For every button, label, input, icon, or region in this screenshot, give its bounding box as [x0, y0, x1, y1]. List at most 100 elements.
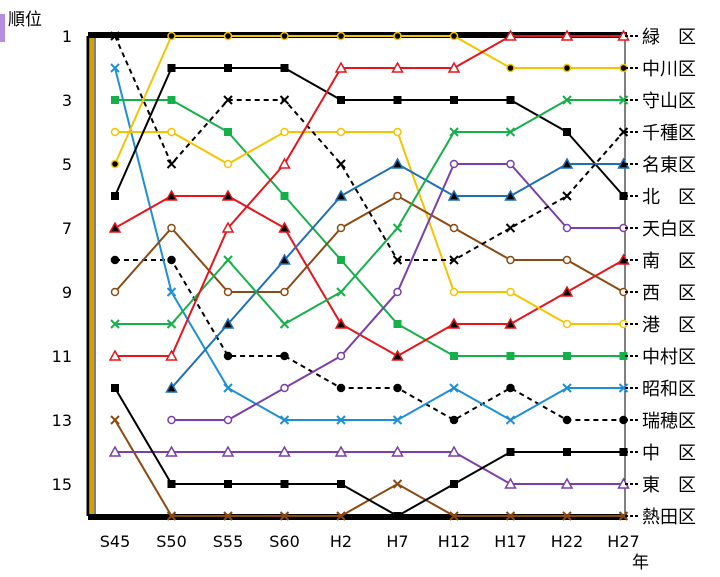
- data-point: [618, 383, 629, 393]
- data-point: [449, 255, 459, 265]
- data-point: [334, 61, 348, 73]
- data-point: [336, 223, 346, 233]
- ward-label: 千種区: [642, 123, 696, 144]
- data-point: [393, 287, 402, 297]
- data-point: [560, 29, 574, 41]
- data-point: [562, 95, 572, 105]
- data-point: [562, 415, 572, 425]
- data-point: [167, 223, 176, 233]
- data-point: [280, 480, 289, 488]
- data-point: [223, 383, 233, 393]
- y-axis-title: 順位: [8, 10, 42, 30]
- data-point: [278, 221, 291, 233]
- data-point: [108, 221, 122, 233]
- x-tick-label: H2: [330, 532, 352, 551]
- x-tick-label: H17: [494, 532, 526, 551]
- data-point: [393, 512, 402, 520]
- data-point: [450, 352, 458, 360]
- data-point: [166, 511, 177, 521]
- x-tick-label: H12: [438, 532, 470, 551]
- data-point: [336, 159, 346, 169]
- data-point: [221, 221, 235, 233]
- data-point: [449, 415, 459, 425]
- y-tick-label: 15: [52, 475, 72, 494]
- ward-label: 天白区: [642, 219, 696, 240]
- data-point: [279, 415, 290, 425]
- data-point: [562, 223, 572, 233]
- data-point: [110, 31, 120, 41]
- series-line: [114, 387, 624, 517]
- data-point: [278, 253, 291, 265]
- data-point: [447, 445, 461, 457]
- accent-bar: [0, 14, 5, 42]
- data-point: [334, 189, 348, 201]
- series-line: [114, 419, 624, 517]
- data-point: [336, 383, 346, 393]
- data-point: [505, 415, 516, 425]
- data-point: [223, 415, 233, 425]
- data-point: [563, 352, 571, 360]
- data-point: [562, 63, 572, 73]
- data-point: [562, 255, 572, 265]
- data-point: [167, 415, 176, 425]
- data-point: [166, 159, 177, 169]
- x-tick-label: S50: [156, 532, 187, 551]
- data-point: [166, 287, 177, 297]
- data-point: [278, 445, 291, 457]
- data-point: [167, 64, 176, 72]
- x-tick-label: H27: [607, 532, 639, 551]
- data-point: [279, 319, 290, 329]
- data-point: [336, 511, 346, 521]
- data-point: [619, 448, 628, 456]
- data-point: [223, 351, 233, 361]
- ward-label: 中村区: [642, 347, 696, 368]
- data-point: [223, 95, 233, 105]
- data-point: [393, 96, 402, 104]
- data-point: [280, 31, 289, 41]
- data-point: [165, 381, 178, 393]
- data-point: [560, 285, 574, 297]
- data-point: [392, 255, 403, 265]
- data-point: [393, 320, 402, 328]
- data-point: [166, 319, 177, 329]
- y-tick-label: 11: [52, 347, 72, 366]
- ward-label: 守山区: [642, 91, 696, 112]
- data-point: [449, 31, 459, 41]
- series-line: [114, 195, 624, 293]
- data-point: [336, 31, 346, 41]
- series-markers: [108, 29, 630, 521]
- data-point: [505, 511, 516, 521]
- data-point: [337, 96, 345, 104]
- data-point: [447, 61, 461, 73]
- data-point: [560, 477, 574, 489]
- data-point: [336, 415, 346, 425]
- ward-label: 熱田区: [642, 507, 696, 528]
- data-point: [449, 159, 459, 169]
- y-tick-label: 3: [62, 91, 72, 110]
- ward-label: 瑞穂区: [642, 411, 696, 432]
- data-point: [506, 287, 515, 297]
- x-tick-label: H7: [386, 532, 408, 551]
- data-point: [447, 189, 461, 201]
- data-point: [562, 511, 572, 521]
- data-point: [562, 383, 572, 393]
- data-point: [506, 352, 515, 360]
- data-point: [167, 31, 176, 41]
- ward-label: 港 区: [642, 315, 696, 336]
- data-point: [618, 95, 629, 105]
- series-line: [115, 131, 624, 325]
- data-point: [167, 255, 176, 265]
- data-point: [278, 157, 291, 169]
- data-point: [280, 383, 289, 393]
- x-axis-title: 年: [632, 553, 649, 573]
- data-point: [392, 223, 403, 233]
- data-point: [447, 317, 461, 329]
- data-point: [224, 128, 232, 136]
- data-point: [504, 29, 517, 41]
- data-point: [280, 64, 289, 72]
- data-point: [108, 445, 122, 457]
- data-point: [392, 415, 403, 425]
